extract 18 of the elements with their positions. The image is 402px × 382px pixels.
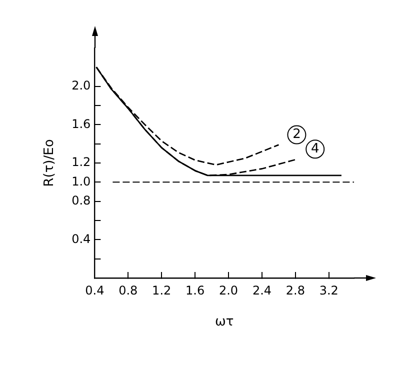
x-tick-label: 0.8 — [118, 283, 138, 298]
x-tick-label: 2.0 — [218, 283, 238, 298]
y-tick-label: 1.2 — [72, 155, 91, 170]
y-axis-title: R(τ)/Eo — [42, 139, 58, 187]
y-tick-label: 1.0 — [72, 174, 91, 188]
x-tick-label: 2.8 — [286, 283, 305, 298]
y-tick-label: 0.8 — [72, 193, 91, 208]
x-tick-label: 0.4 — [85, 283, 104, 298]
x-axis-title: ωτ — [214, 314, 234, 330]
x-tick-label: 1.6 — [186, 283, 205, 298]
x-tick-label: 2.4 — [252, 283, 272, 298]
x-tick-label: 1.2 — [152, 283, 172, 298]
y-tick-label: 1.6 — [72, 116, 91, 131]
series-label: 2 — [292, 127, 301, 142]
y-tick-label: 2.0 — [72, 78, 91, 92]
x-tick-label: 3.2 — [319, 283, 338, 298]
y-tick-label: 0.4 — [72, 232, 91, 246]
series-label: 4 — [310, 142, 320, 157]
